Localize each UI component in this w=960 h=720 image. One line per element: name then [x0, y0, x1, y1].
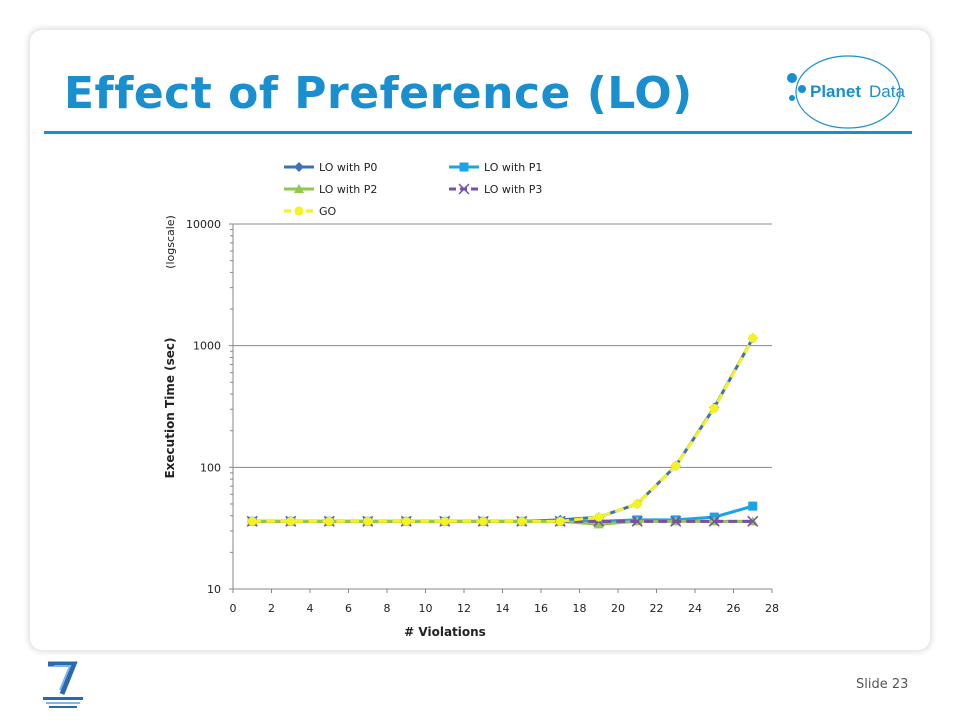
- legend-swatch-marker: [294, 184, 304, 193]
- legend-label: LO with P2: [319, 183, 377, 196]
- slide-number: Slide 23: [856, 677, 908, 692]
- x-tick-label: 10: [419, 602, 433, 615]
- legend-label: LO with P1: [484, 161, 542, 174]
- y-tick-label: 100: [200, 461, 221, 474]
- data-point: [670, 515, 682, 527]
- data-point: [632, 499, 642, 509]
- data-point: [286, 516, 296, 526]
- data-point: [593, 519, 604, 529]
- x-tick-label: 2: [268, 602, 275, 615]
- legend-label: LO with P3: [484, 183, 542, 196]
- planet-data-logo: Planet Data: [778, 52, 918, 132]
- data-point: [247, 516, 257, 526]
- y-axis-scale-note: (logscale): [164, 215, 177, 269]
- series-line: [252, 519, 753, 526]
- x-tick-label: 4: [307, 602, 314, 615]
- legend-swatch-marker: [459, 162, 469, 172]
- data-point: [709, 403, 719, 413]
- data-point: [748, 333, 758, 343]
- x-axis-label: # Violations: [404, 625, 486, 639]
- legend-swatch-marker: [294, 162, 304, 172]
- data-point: [747, 515, 759, 527]
- legend-item: LO with P0: [284, 161, 377, 174]
- data-point: [517, 516, 527, 526]
- series-line: [252, 337, 755, 523]
- series-layer: [246, 333, 759, 529]
- y-axis-label: Execution Time (sec): [163, 337, 177, 478]
- legend-item: LO with P1: [449, 161, 542, 174]
- data-point: [440, 516, 450, 526]
- logo-text-left: Planet: [810, 82, 861, 101]
- legend-item: LO with P3: [449, 183, 542, 196]
- x-tick-label: 16: [534, 602, 548, 615]
- x-tick-label: 8: [384, 602, 391, 615]
- data-point: [555, 516, 565, 526]
- data-point: [631, 515, 643, 527]
- slide-footer-label: Slide: [856, 677, 888, 692]
- x-tick-label: 12: [457, 602, 471, 615]
- chart-legend: LO with P0 LO with P1 LO with P2 LO with P3…: [284, 161, 542, 218]
- data-point: [401, 516, 411, 526]
- x-tick-label: 22: [650, 602, 664, 615]
- x-tick-label: 18: [573, 602, 587, 615]
- data-point: [671, 461, 681, 471]
- legend-label: LO with P0: [319, 161, 377, 174]
- x-tick-label: 0: [230, 602, 237, 615]
- data-point: [708, 515, 720, 527]
- x-tick-label: 20: [611, 602, 625, 615]
- x-tick-label: 14: [496, 602, 510, 615]
- x-tick-label: 6: [345, 602, 352, 615]
- legend-item: GO: [284, 205, 337, 218]
- y-tick-label: 1000: [193, 340, 221, 353]
- x-tick-label: 28: [765, 602, 779, 615]
- data-point: [324, 516, 334, 526]
- legend-swatch-marker: [294, 206, 304, 216]
- legend-label: GO: [319, 205, 337, 218]
- x-tick-label: 24: [688, 602, 702, 615]
- data-point: [478, 516, 488, 526]
- y-tick-label: 10: [207, 583, 221, 596]
- data-point: [363, 516, 373, 526]
- x-tick-label: 26: [727, 602, 741, 615]
- y-tick-label: 10000: [186, 218, 221, 231]
- series-lo-with-p0: [247, 333, 758, 527]
- logo-text-right: Data: [869, 82, 905, 101]
- title-divider: [44, 131, 912, 134]
- slide-number-value: 23: [891, 677, 909, 692]
- series-line: [252, 337, 755, 523]
- slide-title: Effect of Preference (LO): [64, 68, 693, 119]
- grid-layer: [233, 223, 772, 468]
- series-go: [247, 333, 758, 526]
- legend-item: LO with P2: [284, 183, 377, 196]
- data-point: [748, 501, 758, 511]
- data-point: [594, 512, 604, 522]
- legend-swatch-marker: [458, 183, 470, 195]
- fp7-logo: [40, 660, 90, 710]
